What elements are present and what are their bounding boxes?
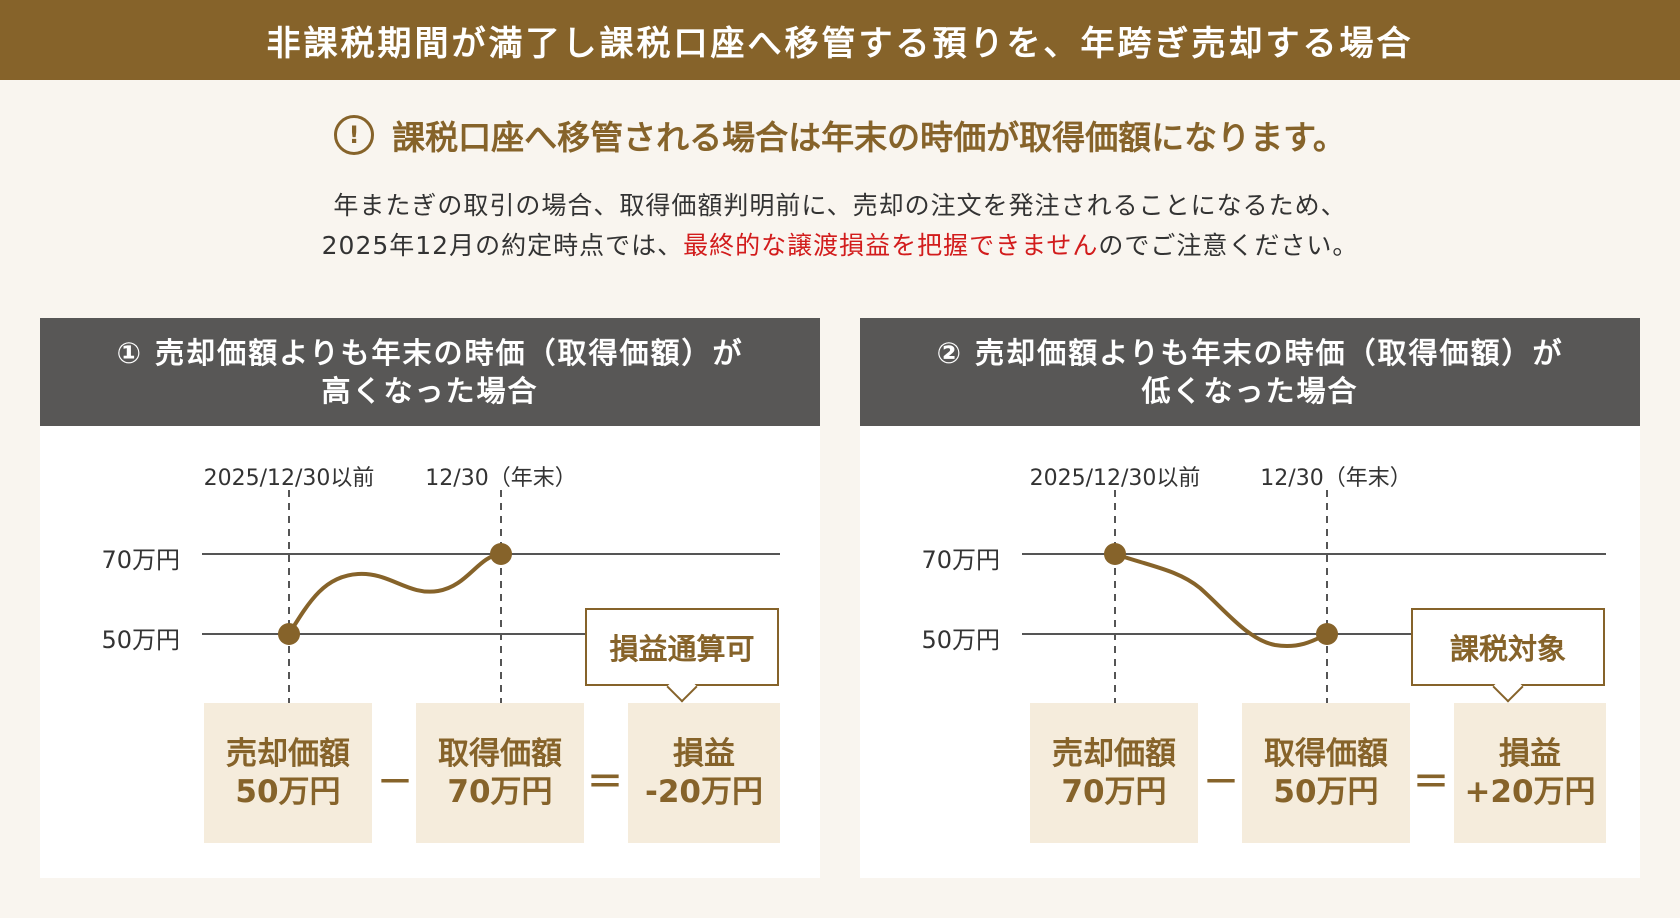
profit-loss-label: 損益: [673, 736, 735, 772]
description-warning-text: 最終的な譲渡損益を把握できません: [683, 231, 1099, 260]
profit-loss-value: -20万円: [644, 774, 763, 810]
equals-sign: ＝: [586, 762, 623, 803]
cost-price-label: 取得価額: [438, 736, 562, 772]
page-title: 非課税期間が満了し課税口座へ移管する預りを、年跨ぎ売却する場合: [266, 23, 1414, 64]
profit-loss-label: 損益: [1499, 736, 1561, 772]
description: 年またぎの取引の場合、取得価額判明前に、売却の注文を発注されることになるため、 …: [0, 186, 1680, 266]
case-panel-1: ① 売却価額よりも年末の時価（取得価額）が 高くなった場合 2025/12/30…: [40, 318, 820, 878]
y-label-70: 70万円: [101, 546, 180, 574]
date-label-year-end: 12/30（年末）: [425, 466, 577, 491]
cost-price-box: 取得価額 50万円: [1242, 703, 1410, 843]
y-label-70: 70万円: [921, 546, 1000, 574]
cost-price-box: 取得価額 70万円: [416, 703, 584, 843]
description-line-2-after: のでご注意ください。: [1098, 231, 1359, 260]
exclamation-circle-icon: !: [334, 115, 375, 155]
profit-loss-box: 損益 -20万円: [628, 703, 780, 843]
sale-price-label: 売却価額: [226, 736, 350, 772]
date-label-before: 2025/12/30以前: [203, 466, 375, 491]
case-panel-2-title-line-2: 低くなった場合: [1141, 374, 1359, 408]
cost-price-value: 50万円: [1273, 774, 1379, 810]
description-line-2-before: 2025年12月の約定時点では、: [321, 231, 684, 260]
case-panel-1-title-line-1: ① 売却価額よりも年末の時価（取得価額）が: [116, 336, 744, 370]
y-label-50: 50万円: [921, 626, 1000, 654]
point-sale: [278, 623, 300, 645]
sale-price-value: 50万円: [235, 774, 341, 810]
notice-text: 課税口座へ移管される場合は年末の時価が取得価額になります。: [392, 118, 1346, 157]
point-sale: [1104, 543, 1126, 565]
sale-price-box: 売却価額 50万円: [204, 703, 372, 843]
case-panel-2-header: ② 売却価額よりも年末の時価（取得価額）が 低くなった場合: [860, 318, 1640, 426]
tag-loss-offset: 損益通算可: [585, 608, 779, 686]
sale-price-label: 売却価額: [1052, 736, 1176, 772]
y-label-50: 50万円: [101, 626, 180, 654]
minus-sign: －: [376, 762, 413, 803]
sale-price-box: 売却価額 70万円: [1030, 703, 1198, 843]
case-panel-2-line-chart: [1022, 490, 1606, 703]
equals-sign: ＝: [1412, 762, 1449, 803]
profit-loss-value: +20万円: [1464, 774, 1596, 810]
price-curve: [287, 552, 502, 636]
case-panel-2: ② 売却価額よりも年末の時価（取得価額）が 低くなった場合 2025/12/30…: [860, 318, 1640, 878]
sale-price-value: 70万円: [1061, 774, 1167, 810]
description-line-2: 2025年12月の約定時点では、最終的な譲渡損益を把握できませんのでご注意くださ…: [0, 226, 1680, 266]
cost-price-label: 取得価額: [1264, 736, 1388, 772]
case-panel-1-line-chart: [202, 490, 780, 703]
minus-sign: －: [1202, 762, 1239, 803]
cost-price-value: 70万円: [447, 774, 553, 810]
point-year-end: [490, 543, 512, 565]
case-panel-1-header: ① 売却価額よりも年末の時価（取得価額）が 高くなった場合: [40, 318, 820, 426]
price-curve: [1114, 552, 1328, 648]
case-panel-2-title-line-1: ② 売却価額よりも年末の時価（取得価額）が: [936, 336, 1564, 370]
tag-taxable: 課税対象: [1411, 608, 1605, 686]
case-panel-1-title-line-2: 高くなった場合: [321, 374, 539, 408]
notice-banner: ! 課税口座へ移管される場合は年末の時価が取得価額になります。: [0, 110, 1680, 160]
point-year-end: [1316, 623, 1338, 645]
description-line-1: 年またぎの取引の場合、取得価額判明前に、売却の注文を発注されることになるため、: [333, 191, 1347, 220]
profit-loss-box: 損益 +20万円: [1454, 703, 1606, 843]
page-header: 非課税期間が満了し課税口座へ移管する預りを、年跨ぎ売却する場合: [0, 0, 1680, 80]
date-label-year-end: 12/30（年末）: [1260, 466, 1412, 491]
date-label-before: 2025/12/30以前: [1029, 466, 1201, 491]
